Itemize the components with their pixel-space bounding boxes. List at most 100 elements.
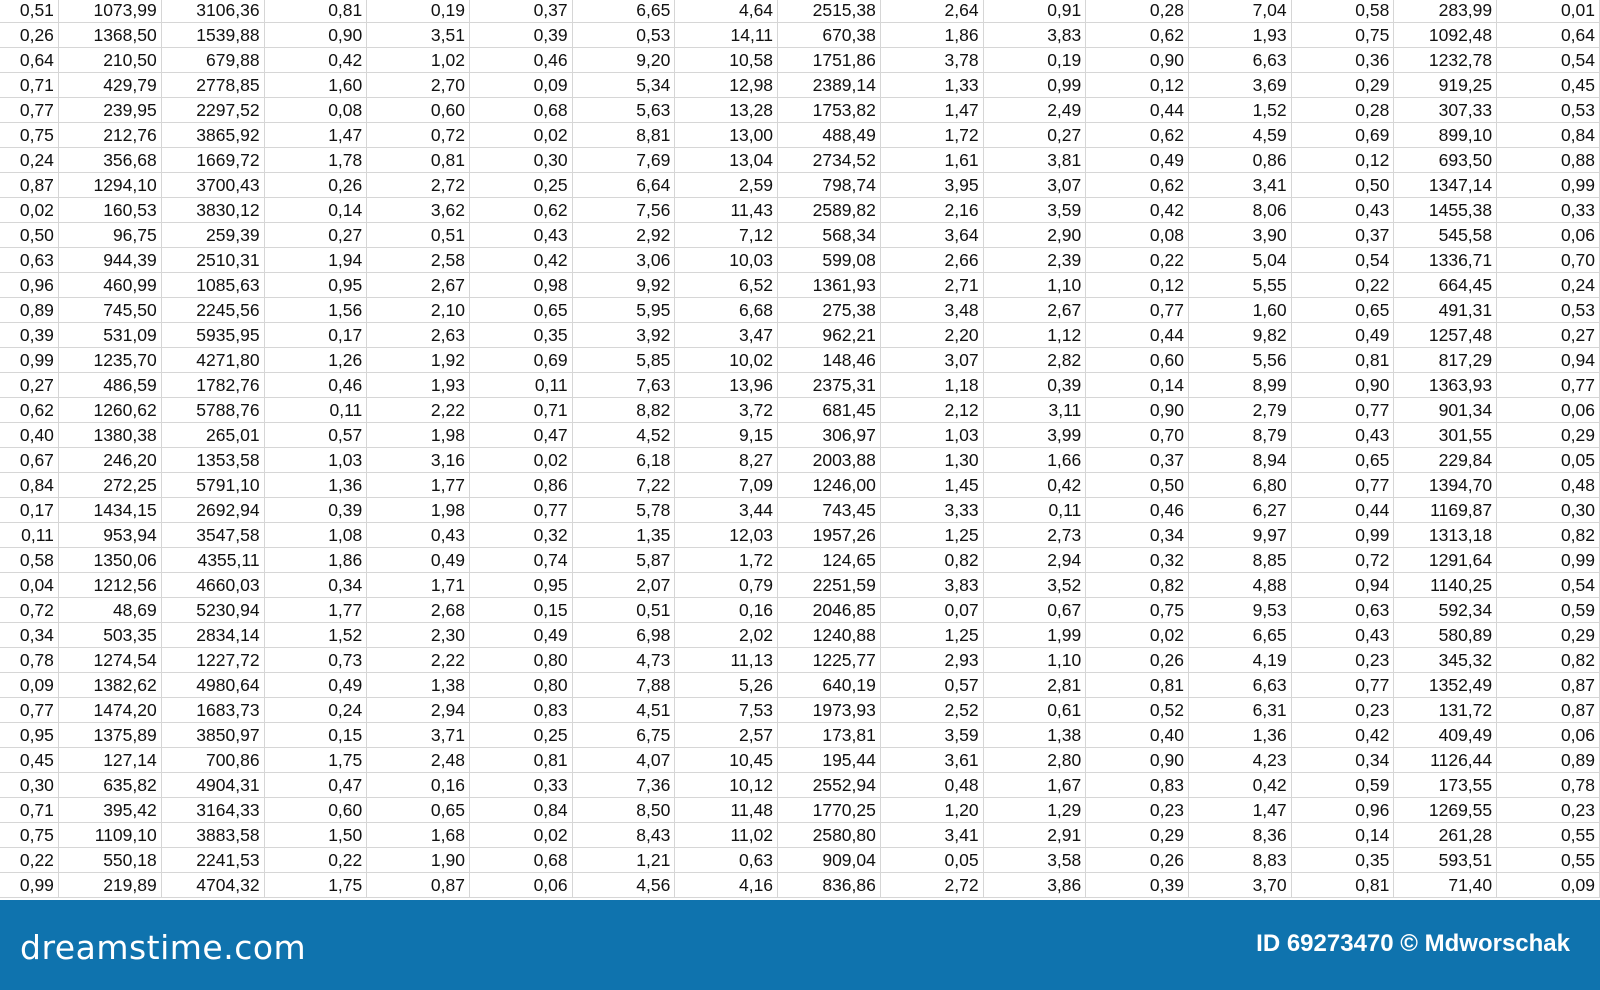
table-cell[interactable]: 0,43	[1291, 622, 1395, 648]
table-cell[interactable]: 9,20	[572, 47, 676, 73]
table-cell[interactable]: 0,58	[1291, 0, 1395, 23]
table-cell[interactable]: 0,59	[1291, 772, 1395, 798]
table-cell[interactable]: 2834,14	[161, 622, 265, 648]
table-cell[interactable]: 679,88	[161, 47, 265, 73]
table-cell[interactable]: 1,38	[366, 672, 470, 698]
table-cell[interactable]: 0,42	[983, 472, 1087, 498]
table-cell[interactable]: 0,25	[469, 722, 573, 748]
table-cell[interactable]: 0,98	[469, 272, 573, 298]
table-cell[interactable]: 4271,80	[161, 347, 265, 373]
table-cell[interactable]: 0,12	[1085, 72, 1189, 98]
table-cell[interactable]: 2,72	[880, 872, 984, 898]
table-cell[interactable]: 2,49	[983, 97, 1087, 123]
table-cell[interactable]: 0,84	[0, 472, 59, 498]
table-cell[interactable]: 8,43	[572, 822, 676, 848]
table-cell[interactable]: 2589,82	[777, 197, 881, 223]
table-cell[interactable]: 3,11	[983, 397, 1087, 423]
table-cell[interactable]: 3164,33	[161, 797, 265, 823]
table-cell[interactable]: 580,89	[1393, 622, 1498, 648]
table-cell[interactable]: 6,63	[1188, 47, 1292, 73]
table-cell[interactable]: 13,28	[674, 97, 779, 123]
table-cell[interactable]: 0,77	[1291, 672, 1395, 698]
table-cell[interactable]: 0,65	[1291, 297, 1395, 323]
table-cell[interactable]: 0,74	[469, 547, 573, 573]
table-cell[interactable]: 173,55	[1393, 772, 1498, 798]
table-cell[interactable]: 2,22	[366, 397, 470, 423]
table-cell[interactable]: 3547,58	[161, 522, 265, 548]
table-cell[interactable]: 0,54	[1496, 47, 1600, 73]
table-cell[interactable]: 8,27	[674, 447, 779, 473]
table-cell[interactable]: 901,34	[1393, 397, 1498, 423]
table-cell[interactable]: 7,53	[674, 697, 779, 723]
table-cell[interactable]: 3,07	[880, 347, 984, 373]
table-cell[interactable]: 0,23	[1085, 797, 1189, 823]
table-cell[interactable]: 2,91	[983, 822, 1087, 848]
table-cell[interactable]: 148,46	[777, 347, 881, 373]
table-cell[interactable]: 0,75	[1085, 597, 1189, 623]
table-cell[interactable]: 0,43	[366, 522, 470, 548]
table-cell[interactable]: 1,29	[983, 797, 1087, 823]
table-cell[interactable]: 0,82	[1085, 572, 1189, 598]
table-cell[interactable]: 1092,48	[1393, 22, 1498, 48]
table-cell[interactable]: 1474,20	[58, 697, 162, 723]
table-cell[interactable]: 0,23	[1496, 797, 1600, 823]
table-cell[interactable]: 3865,92	[161, 122, 265, 148]
table-cell[interactable]: 0,48	[1496, 472, 1600, 498]
table-cell[interactable]: 0,99	[1291, 522, 1395, 548]
table-cell[interactable]: 0,27	[1496, 322, 1600, 348]
table-cell[interactable]: 0,60	[366, 97, 470, 123]
table-cell[interactable]: 0,75	[1291, 22, 1395, 48]
table-cell[interactable]: 0,94	[1496, 347, 1600, 373]
table-cell[interactable]: 0,96	[0, 272, 59, 298]
table-cell[interactable]: 0,87	[1496, 672, 1600, 698]
table-cell[interactable]: 0,67	[983, 597, 1087, 623]
table-cell[interactable]: 2251,59	[777, 572, 881, 598]
table-cell[interactable]: 0,75	[0, 822, 59, 848]
table-cell[interactable]: 71,40	[1393, 872, 1498, 898]
table-cell[interactable]: 0,68	[469, 97, 573, 123]
table-cell[interactable]: 0,51	[0, 0, 59, 23]
table-cell[interactable]: 1,08	[264, 522, 368, 548]
table-cell[interactable]: 1,78	[264, 147, 368, 173]
table-cell[interactable]: 96,75	[58, 222, 162, 248]
table-cell[interactable]: 0,11	[264, 397, 368, 423]
table-cell[interactable]: 0,15	[264, 722, 368, 748]
table-cell[interactable]: 1394,70	[1393, 472, 1498, 498]
table-cell[interactable]: 5,56	[1188, 347, 1292, 373]
table-cell[interactable]: 3,59	[880, 722, 984, 748]
table-cell[interactable]: 1,35	[572, 522, 676, 548]
table-cell[interactable]: 2,72	[366, 172, 470, 198]
table-cell[interactable]: 0,96	[1291, 797, 1395, 823]
table-cell[interactable]: 13,96	[674, 372, 779, 398]
table-cell[interactable]: 3106,36	[161, 0, 265, 23]
table-cell[interactable]: 1294,10	[58, 172, 162, 198]
table-cell[interactable]: 0,43	[1291, 197, 1395, 223]
table-cell[interactable]: 1,98	[366, 422, 470, 448]
table-cell[interactable]: 6,52	[674, 272, 779, 298]
table-cell[interactable]: 0,81	[1085, 672, 1189, 698]
table-cell[interactable]: 0,09	[469, 72, 573, 98]
table-cell[interactable]: 3,16	[366, 447, 470, 473]
table-cell[interactable]: 3,33	[880, 497, 984, 523]
table-cell[interactable]: 0,47	[469, 422, 573, 448]
table-cell[interactable]: 261,28	[1393, 822, 1498, 848]
table-cell[interactable]: 0,54	[1496, 572, 1600, 598]
table-cell[interactable]: 2046,85	[777, 597, 881, 623]
table-cell[interactable]: 0,70	[1085, 422, 1189, 448]
table-cell[interactable]: 0,16	[674, 597, 779, 623]
table-cell[interactable]: 0,82	[1496, 647, 1600, 673]
table-cell[interactable]: 0,26	[0, 22, 59, 48]
table-cell[interactable]: 0,62	[1085, 172, 1189, 198]
table-cell[interactable]: 2,12	[880, 397, 984, 423]
table-cell[interactable]: 700,86	[161, 747, 265, 773]
table-cell[interactable]: 275,38	[777, 297, 881, 323]
table-cell[interactable]: 9,92	[572, 272, 676, 298]
table-cell[interactable]: 13,04	[674, 147, 779, 173]
table-cell[interactable]: 1,30	[880, 447, 984, 473]
table-cell[interactable]: 640,19	[777, 672, 881, 698]
table-cell[interactable]: 0,02	[469, 822, 573, 848]
table-cell[interactable]: 1,47	[880, 97, 984, 123]
table-cell[interactable]: 259,39	[161, 222, 265, 248]
table-cell[interactable]: 1260,62	[58, 397, 162, 423]
table-cell[interactable]: 0,14	[264, 197, 368, 223]
